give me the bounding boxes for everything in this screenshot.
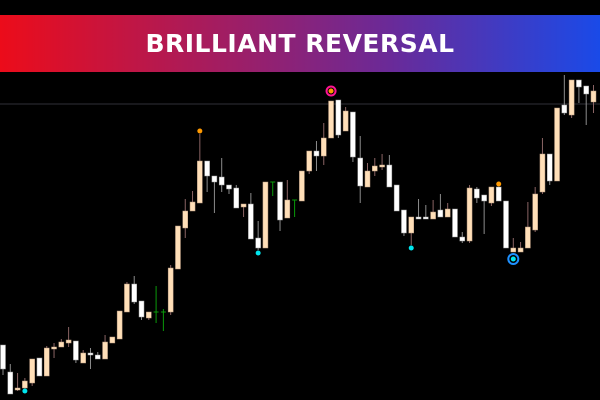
- bullish-candle: [444, 208, 451, 218]
- bullish-candle: [22, 380, 28, 389]
- bullish-candle: [109, 336, 116, 344]
- bullish-candle: [116, 310, 123, 340]
- bearish-candle: [423, 216, 429, 220]
- bullish-candle: [182, 210, 188, 229]
- bearish-candle: [561, 104, 568, 114]
- bearish-candle: [481, 194, 487, 202]
- bearish-candle: [0, 344, 6, 370]
- bearish-candle: [73, 340, 79, 361]
- bearish-candle: [313, 150, 320, 157]
- bullish-candle: [430, 211, 436, 220]
- bullish-candle: [197, 160, 203, 204]
- bearish-candle: [7, 371, 14, 395]
- bottom-signal-dot: [408, 245, 414, 251]
- bearish-candle: [576, 79, 582, 88]
- bottom-signal-dot: [510, 256, 516, 262]
- bearish-candle: [138, 300, 145, 318]
- bullish-candle: [124, 283, 130, 313]
- bullish-candle: [262, 181, 269, 249]
- bullish-candle: [342, 110, 349, 132]
- bearish-candle: [131, 283, 137, 303]
- bullish-candle: [466, 187, 473, 242]
- bullish-candle: [175, 225, 181, 270]
- bullish-candle: [488, 186, 495, 204]
- bearish-candle: [87, 352, 94, 356]
- bullish-candle: [532, 193, 538, 231]
- bearish-candle: [248, 203, 254, 240]
- bullish-candle: [321, 137, 327, 157]
- bearish-candle: [452, 208, 458, 238]
- bullish-candle: [43, 347, 50, 377]
- bullish-candle: [364, 170, 371, 188]
- banner-title: BRILLIANT REVERSAL: [145, 29, 455, 58]
- bearish-candle: [95, 354, 101, 360]
- bearish-candle: [36, 357, 43, 377]
- bearish-candle: [204, 160, 210, 177]
- bullish-candle: [328, 100, 334, 139]
- bottom-signal-dot: [255, 250, 261, 256]
- bullish-candle: [51, 346, 57, 350]
- bearish-candle: [218, 176, 225, 186]
- bullish-candle: [306, 150, 312, 172]
- bullish-candle: [240, 203, 247, 208]
- bullish-candle: [554, 107, 560, 182]
- bullish-candle: [525, 226, 531, 249]
- bullish-candle: [379, 164, 385, 168]
- bullish-candle: [65, 339, 72, 344]
- bottom-signal-dot: [22, 388, 28, 394]
- bullish-candle: [189, 201, 196, 212]
- bearish-candle: [357, 157, 363, 187]
- top-signal-dot: [496, 181, 502, 187]
- bearish-candle: [211, 175, 218, 183]
- bearish-candle: [226, 184, 232, 190]
- bullish-candle: [80, 352, 86, 364]
- top-signal-dot: [197, 128, 203, 134]
- bearish-candle: [495, 186, 502, 202]
- bearish-candle: [474, 188, 480, 199]
- bearish-candle: [415, 216, 422, 220]
- bearish-candle: [437, 209, 444, 218]
- bearish-candle: [335, 99, 342, 136]
- bearish-candle: [583, 85, 589, 95]
- bearish-candle: [459, 236, 466, 242]
- bearish-candle: [386, 164, 393, 188]
- bearish-candle: [503, 200, 509, 249]
- bullish-candle: [284, 199, 291, 219]
- bullish-candle: [539, 153, 546, 193]
- top-signal-dot: [328, 88, 334, 94]
- bullish-candle: [14, 387, 21, 391]
- bearish-candle: [233, 187, 240, 209]
- bullish-candle: [408, 216, 414, 234]
- bullish-candle: [372, 165, 378, 172]
- bullish-candle: [590, 90, 597, 103]
- bearish-candle: [255, 237, 261, 249]
- bearish-candle: [393, 184, 400, 212]
- title-banner: BRILLIANT REVERSAL: [0, 15, 600, 72]
- bullish-candle: [299, 170, 305, 202]
- bullish-candle: [517, 247, 524, 253]
- bottom-reversal-ring: [507, 253, 520, 265]
- bullish-candle: [29, 358, 35, 384]
- bullish-candle: [146, 311, 152, 319]
- bullish-candle: [568, 79, 575, 116]
- bearish-candle: [277, 181, 283, 221]
- top-reversal-ring: [325, 85, 337, 97]
- bearish-candle: [547, 153, 553, 182]
- bullish-candle: [510, 247, 517, 253]
- bullish-candle: [167, 267, 174, 313]
- bullish-candle: [58, 341, 65, 348]
- bearish-candle: [401, 209, 407, 234]
- bullish-candle: [102, 341, 108, 360]
- bearish-candle: [350, 111, 356, 158]
